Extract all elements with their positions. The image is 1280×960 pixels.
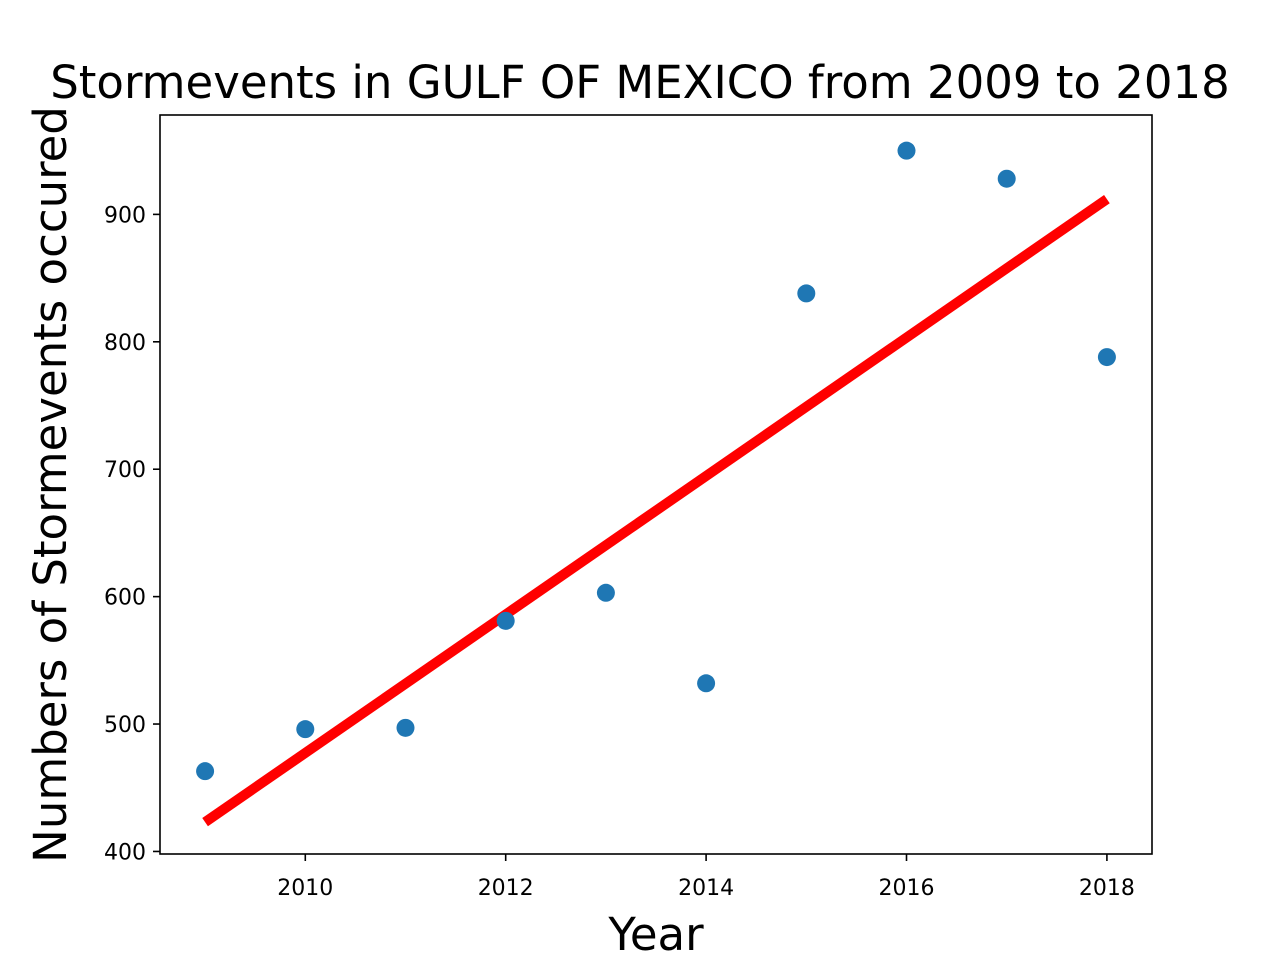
x-tick-label: 2016 [879, 876, 935, 901]
chart-title: Stormevents in GULF OF MEXICO from 2009 … [50, 56, 1230, 109]
y-tick-label: 900 [104, 203, 146, 228]
y-tick-label: 400 [104, 840, 146, 865]
y-tick-label: 500 [104, 713, 146, 738]
data-point [396, 718, 415, 737]
data-point [596, 583, 615, 602]
y-tick-label: 700 [104, 458, 146, 483]
y-tick-label: 800 [104, 331, 146, 356]
x-tick-label: 2012 [478, 876, 534, 901]
y-axis: 400 500 600 700 800 900 [104, 203, 160, 865]
data-point [697, 674, 716, 693]
plot-background [160, 115, 1152, 854]
plot-frame [159, 114, 1153, 855]
x-axis: 2010 2012 2014 2016 2018 [277, 854, 1135, 901]
data-point [296, 720, 315, 739]
trend-line [202, 194, 1110, 827]
data-point [997, 169, 1016, 188]
y-axis-label: Numbers of Stormevents occured [24, 106, 77, 863]
data-point [797, 284, 816, 303]
x-tick-label: 2018 [1079, 876, 1135, 901]
chart-marks [196, 141, 1116, 827]
data-point [196, 762, 215, 781]
data-point [1097, 348, 1116, 367]
y-tick-label: 600 [104, 586, 146, 611]
x-axis-label: Year [607, 908, 704, 960]
data-point [496, 611, 515, 630]
x-tick-label: 2010 [277, 876, 333, 901]
x-tick-label: 2014 [678, 876, 734, 901]
data-point [897, 141, 916, 160]
